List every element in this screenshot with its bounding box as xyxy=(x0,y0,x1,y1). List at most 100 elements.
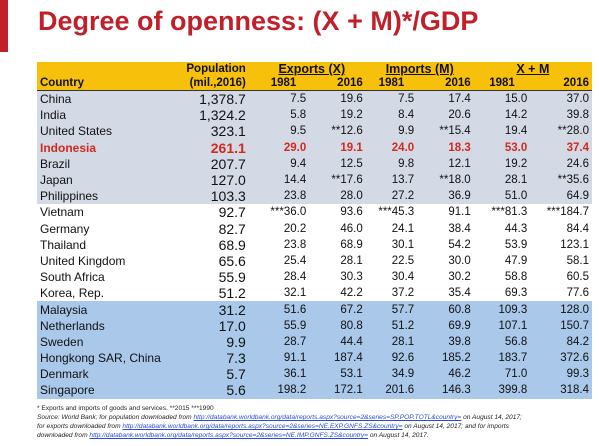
row-country: Vietnam xyxy=(37,204,168,221)
row-exports-2016: 172.1 xyxy=(309,382,366,399)
row-xm-2016: 150.7 xyxy=(530,317,592,334)
row-xm-1981: ***81.3 xyxy=(473,204,531,221)
row-xm-1981: 399.8 xyxy=(473,382,531,399)
row-xm-1981: 15.0 xyxy=(473,90,531,108)
row-population: 5.6 xyxy=(167,382,258,399)
row-xm-1981: 183.7 xyxy=(473,350,531,367)
row-exports-2016: 53.1 xyxy=(309,366,366,383)
row-country: Sweden xyxy=(37,333,168,350)
table-row: India 1,324.2 5.8 19.2 8.4 20.6 14.2 39.8 xyxy=(37,107,592,124)
row-xm-2016: 84.2 xyxy=(530,333,592,350)
row-population: 1,378.7 xyxy=(167,90,258,108)
source-link-population[interactable]: http://databank.worldbank.org/data/repor… xyxy=(193,414,462,421)
row-exports-2016: 44.4 xyxy=(309,333,366,350)
header-population: Population xyxy=(167,62,258,76)
row-imports-1981: 28.1 xyxy=(365,333,418,350)
table-row: Singapore 5.6 198.2 172.1 201.6 146.3 399.8 318… xyxy=(37,382,592,399)
table-row: Vietnam 92.7 ***36.0 93.6 ***45.3 91.1 ***81.3… xyxy=(37,204,592,221)
row-exports-2016: 19.6 xyxy=(309,90,366,108)
row-exports-2016: **17.6 xyxy=(309,171,366,189)
header-xm-1981: 1981 xyxy=(473,76,531,91)
row-imports-2016: 17.4 xyxy=(417,90,474,108)
row-imports-2016: 20.6 xyxy=(417,107,474,124)
footnote-source-imports: downloaded from http://databank.worldban… xyxy=(37,431,597,440)
table-row: Japan 127.0 14.4 **17.6 13.7 **18.0 28.1 **35.6 xyxy=(37,171,592,189)
row-imports-1981: 201.6 xyxy=(365,382,418,399)
row-population: 68.9 xyxy=(167,236,258,253)
row-population: 261.1 xyxy=(167,139,258,156)
row-xm-1981: 107.1 xyxy=(473,317,531,334)
row-exports-2016: 42.2 xyxy=(309,285,366,302)
row-imports-2016: 60.8 xyxy=(417,301,474,318)
row-exports-1981: 23.8 xyxy=(257,236,310,253)
row-imports-1981: 30.4 xyxy=(365,269,418,286)
table-row: Denmark 5.7 36.1 53.1 34.9 46.2 71.0 99.3 xyxy=(37,366,592,383)
table-row: Brazil 207.7 9.4 12.5 9.8 12.1 19.2 24.6 xyxy=(37,155,592,172)
source-link-exports[interactable]: http://databank.worldbank.org/data/repor… xyxy=(122,423,403,430)
exports-suffix: on August 14, 2017; and for imports xyxy=(402,423,509,430)
row-population: 92.7 xyxy=(167,204,258,221)
row-xm-1981: 53.0 xyxy=(473,139,531,156)
row-xm-2016: **28.0 xyxy=(530,123,592,140)
row-imports-1981: 34.9 xyxy=(365,366,418,383)
row-imports-2016: 30.0 xyxy=(417,252,474,270)
table-row: Sweden 9.9 28.7 44.4 28.1 39.8 56.8 84.2 xyxy=(37,333,592,350)
row-population: 7.3 xyxy=(167,350,258,367)
table-row: Philippines 103.3 23.8 28.0 27.2 36.9 51.0 64.9 xyxy=(37,188,592,205)
row-xm-2016: **35.6 xyxy=(530,171,592,189)
row-xm-2016: 128.0 xyxy=(530,301,592,318)
row-exports-1981: 29.0 xyxy=(257,139,310,156)
row-xm-2016: 77.6 xyxy=(530,285,592,302)
row-exports-2016: 19.2 xyxy=(309,107,366,124)
row-exports-1981: 9.4 xyxy=(257,155,310,172)
row-exports-1981: 51.6 xyxy=(257,301,310,318)
row-xm-2016: 39.8 xyxy=(530,107,592,124)
row-imports-2016: 91.1 xyxy=(417,204,474,221)
row-country: Korea, Rep. xyxy=(37,285,168,302)
row-xm-2016: 84.4 xyxy=(530,220,592,237)
row-imports-1981: 30.1 xyxy=(365,236,418,253)
row-imports-1981: 7.5 xyxy=(365,90,418,108)
row-country: Brazil xyxy=(37,155,168,172)
title-accent-bar xyxy=(0,0,8,52)
imports-suffix: on August 14, 2017. xyxy=(368,432,429,439)
row-imports-1981: 8.4 xyxy=(365,107,418,124)
row-imports-2016: 146.3 xyxy=(417,382,474,399)
imports-prefix: downloaded from xyxy=(37,432,90,439)
footnote-definitions: * Exports and imports of goods and servi… xyxy=(37,405,214,412)
row-exports-1981: 55.9 xyxy=(257,317,310,334)
row-imports-1981: 24.0 xyxy=(365,139,418,156)
row-xm-1981: 109.3 xyxy=(473,301,531,318)
row-country: United Kingdom xyxy=(37,252,168,270)
row-imports-2016: 36.9 xyxy=(417,188,474,205)
row-exports-2016: 19.1 xyxy=(309,139,366,156)
header-exports-1981: 1981 xyxy=(257,76,310,91)
row-exports-2016: 93.6 xyxy=(309,204,366,221)
row-exports-1981: 20.2 xyxy=(257,220,310,237)
row-population: 103.3 xyxy=(167,188,258,205)
row-imports-2016: 38.4 xyxy=(417,220,474,237)
footnote-source-population: Source: World Bank; for population downl… xyxy=(37,413,597,422)
source-link-imports[interactable]: http://databank.worldbank.org/data/repor… xyxy=(89,432,369,439)
table-row: Hongkong SAR, China 7.3 91.1 187.4 92.6 185.2… xyxy=(37,350,592,367)
row-xm-1981: 69.3 xyxy=(473,285,531,302)
row-population: 323.1 xyxy=(167,123,258,140)
row-xm-2016: 37.0 xyxy=(530,90,592,108)
row-imports-1981: 24.1 xyxy=(365,220,418,237)
table-row: Netherlands 17.0 55.9 80.8 51.2 69.9 107.1 150.… xyxy=(37,317,592,334)
row-imports-2016: 39.8 xyxy=(417,333,474,350)
row-imports-1981: 22.5 xyxy=(365,252,418,270)
row-xm-1981: 44.3 xyxy=(473,220,531,237)
row-xm-2016: 24.6 xyxy=(530,155,592,172)
header-imports: Imports (M) xyxy=(365,62,474,76)
row-exports-2016: 187.4 xyxy=(309,350,366,367)
row-imports-1981: 13.7 xyxy=(365,171,418,189)
source-suffix: on August 14, 2017; xyxy=(461,414,522,421)
row-imports-1981: 9.9 xyxy=(365,123,418,140)
row-xm-1981: 47.9 xyxy=(473,252,531,270)
row-imports-1981: ***45.3 xyxy=(365,204,418,221)
row-country: Hongkong SAR, China xyxy=(37,350,168,367)
row-population: 51.2 xyxy=(167,285,258,302)
row-population: 5.7 xyxy=(167,366,258,383)
row-country: Indonesia xyxy=(37,139,168,156)
